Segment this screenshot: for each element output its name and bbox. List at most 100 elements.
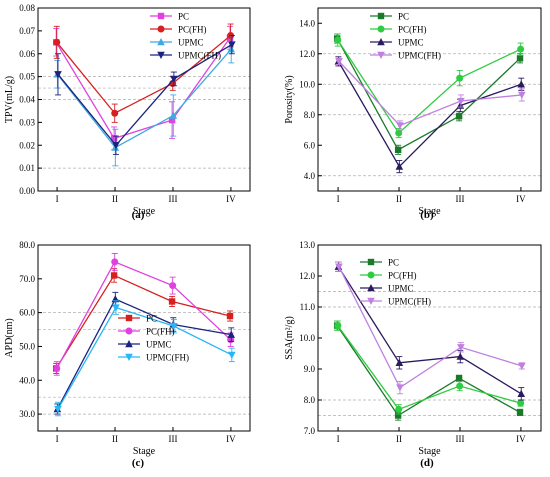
y-tick-label: 14.0 bbox=[299, 18, 315, 28]
x-axis-title: Stage bbox=[133, 446, 156, 457]
data-point bbox=[335, 58, 343, 66]
legend-marker bbox=[157, 12, 165, 20]
panel-label: (a) bbox=[132, 209, 145, 221]
data-point bbox=[170, 75, 178, 83]
x-axis-title: Stage bbox=[418, 446, 441, 457]
plot-frame bbox=[317, 7, 542, 192]
series-1 bbox=[333, 33, 524, 155]
x-tick-label: II bbox=[396, 434, 402, 444]
legend: PC PC(FH) UPMC UPMC(FH) bbox=[118, 314, 189, 363]
series-2 bbox=[334, 320, 525, 415]
data-point bbox=[228, 41, 236, 49]
y-tick-label: 0.04 bbox=[19, 95, 35, 105]
series-4 bbox=[54, 300, 236, 417]
y-axis-title: SSA(m²/g) bbox=[284, 316, 295, 360]
data-point bbox=[110, 135, 118, 142]
legend-marker bbox=[377, 51, 385, 59]
y-axis-title: TPV(mL/g) bbox=[4, 76, 15, 123]
data-point bbox=[517, 80, 526, 88]
series-line bbox=[55, 37, 231, 140]
legend-label: UPMC bbox=[146, 340, 172, 350]
x-tick-label: II bbox=[112, 194, 118, 204]
legend: PC PC(FH) UPMC UPMC(FH) bbox=[360, 258, 431, 307]
legend-marker bbox=[367, 284, 375, 292]
legend-marker bbox=[125, 340, 133, 348]
y-tick-label: 0.07 bbox=[19, 26, 35, 36]
series-2 bbox=[53, 23, 235, 123]
series-line bbox=[337, 61, 522, 168]
legend-label: PC(FH) bbox=[178, 25, 207, 35]
data-point bbox=[228, 351, 236, 359]
data-point bbox=[517, 45, 525, 53]
y-tick-label: 0.00 bbox=[19, 186, 35, 196]
data-point bbox=[396, 384, 404, 392]
series-4 bbox=[335, 261, 526, 395]
data-point bbox=[112, 304, 120, 312]
data-point bbox=[168, 116, 176, 124]
legend: PC PC(FH) UPMC UPMC(FH) bbox=[370, 12, 441, 61]
series-line bbox=[57, 44, 233, 147]
data-point bbox=[457, 344, 465, 352]
y-tick-label: 4.0 bbox=[304, 171, 316, 181]
x-tick-label: IV bbox=[226, 434, 236, 444]
series-4 bbox=[335, 57, 526, 131]
data-point bbox=[455, 113, 463, 120]
chart-panel-4: 7.08.09.010.011.012.013.0I II III IVStageSS… bbox=[284, 240, 542, 469]
data-point bbox=[516, 409, 524, 416]
series-line bbox=[338, 60, 522, 127]
legend-marker bbox=[125, 314, 133, 322]
data-point bbox=[53, 364, 61, 372]
y-tick-label: 8.0 bbox=[304, 395, 316, 405]
y-tick-label: 70.0 bbox=[19, 274, 35, 284]
data-point bbox=[517, 399, 525, 407]
data-point bbox=[169, 282, 177, 290]
legend-marker bbox=[125, 327, 133, 335]
y-tick-label: 10.0 bbox=[299, 333, 315, 343]
chart-panel-2: 4.06.08.010.012.014.0I II III IVStagePorosi… bbox=[284, 7, 542, 221]
legend-marker bbox=[157, 25, 165, 33]
x-tick-label: I bbox=[56, 434, 59, 444]
x-tick-label: II bbox=[112, 434, 118, 444]
legend-marker bbox=[125, 353, 133, 361]
data-point bbox=[395, 129, 403, 137]
panel-label: (d) bbox=[420, 457, 434, 469]
legend-label: UPMC(FH) bbox=[178, 51, 221, 61]
data-point bbox=[169, 111, 178, 119]
data-point bbox=[111, 258, 119, 266]
series-line bbox=[57, 306, 233, 410]
data-point bbox=[395, 405, 403, 413]
y-tick-label: 50.0 bbox=[19, 341, 35, 351]
legend-label: PC bbox=[398, 12, 409, 22]
data-point bbox=[518, 91, 526, 99]
data-point bbox=[226, 312, 234, 320]
data-point bbox=[54, 405, 62, 414]
legend-label: UPMC(FH) bbox=[146, 353, 189, 363]
y-tick-label: 12.0 bbox=[299, 271, 315, 281]
data-point bbox=[455, 375, 463, 382]
legend-label: PC bbox=[146, 314, 157, 324]
series-line bbox=[337, 266, 522, 395]
x-tick-label: III bbox=[168, 434, 177, 444]
legend-marker bbox=[367, 297, 375, 305]
x-tick-label: I bbox=[337, 194, 340, 204]
y-tick-label: 9.0 bbox=[304, 364, 316, 374]
data-point bbox=[456, 382, 464, 390]
series-1 bbox=[52, 268, 234, 374]
legend: PC PC(FH) UPMC UPMC(FH) bbox=[150, 12, 221, 61]
y-tick-label: 0.03 bbox=[19, 117, 35, 127]
x-tick-label: IV bbox=[516, 194, 526, 204]
data-point bbox=[334, 322, 342, 330]
data-point bbox=[396, 122, 404, 130]
legend-label: UPMC(FH) bbox=[398, 51, 441, 61]
legend-label: UPMC bbox=[178, 38, 204, 48]
y-tick-label: 0.06 bbox=[19, 49, 35, 59]
series-2 bbox=[334, 33, 525, 139]
series-line bbox=[56, 48, 232, 149]
x-tick-label: III bbox=[168, 194, 177, 204]
x-tick-label: III bbox=[455, 194, 464, 204]
y-tick-label: 11.0 bbox=[300, 302, 316, 312]
x-tick-label: I bbox=[56, 194, 59, 204]
y-tick-label: 13.0 bbox=[299, 240, 315, 250]
y-axis-title: APD(nm) bbox=[4, 318, 15, 357]
